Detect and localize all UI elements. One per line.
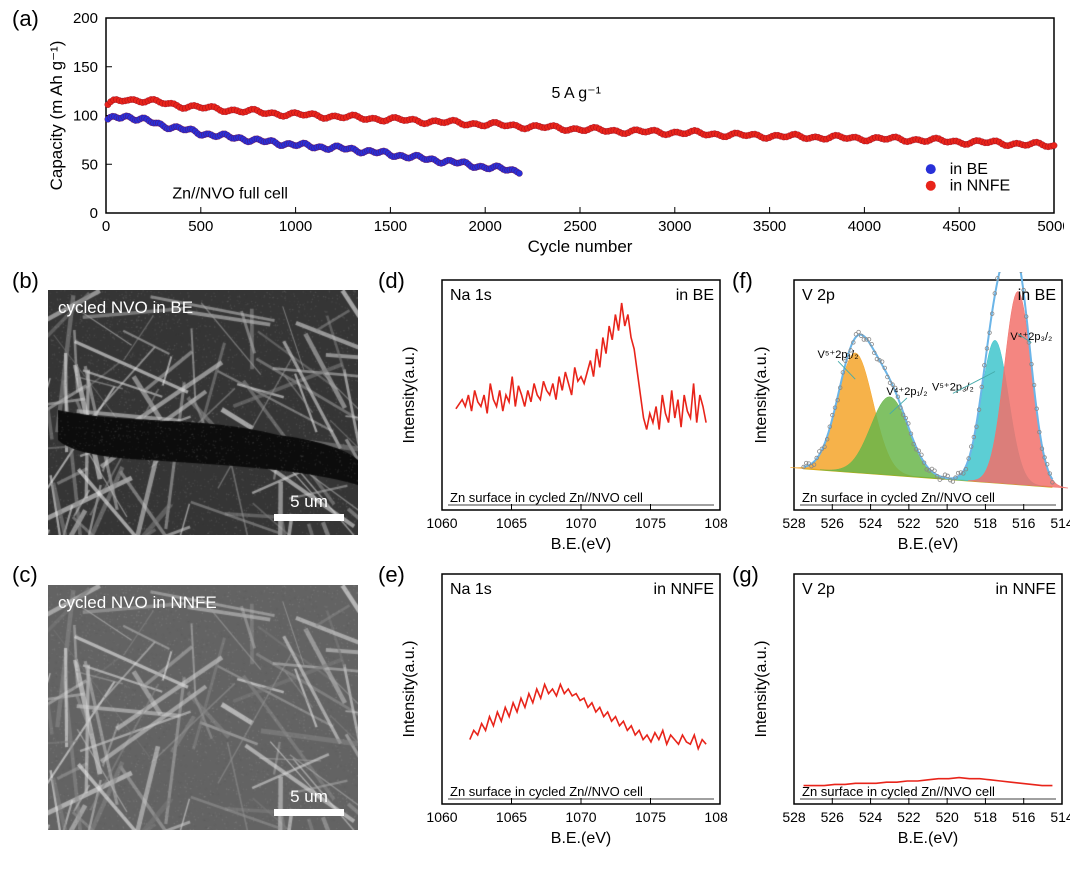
svg-text:518: 518 (974, 515, 998, 531)
svg-text:B.E.(eV): B.E.(eV) (898, 536, 958, 553)
scalebar-b: 5 um (274, 492, 344, 521)
svg-text:1080: 1080 (704, 809, 728, 825)
figure: (a) 050010001500200025003000350040004500… (0, 0, 1080, 887)
svg-text:5000: 5000 (1037, 218, 1064, 235)
scalebar-line-b (274, 514, 344, 521)
svg-text:in NNFE: in NNFE (654, 581, 714, 598)
panel-a: 0500100015002000250030003500400045005000… (46, 8, 1064, 258)
svg-text:516: 516 (1012, 515, 1036, 531)
svg-text:500: 500 (188, 218, 213, 235)
svg-text:Intensity(a.u.): Intensity(a.u.) (401, 347, 418, 444)
svg-text:in BE: in BE (1018, 287, 1056, 304)
svg-text:V 2p: V 2p (802, 287, 835, 304)
scalebar-text-b: 5 um (290, 492, 328, 512)
svg-text:Zn surface in cycled Zn//NVO: Zn surface in cycled Zn//NVO cell (450, 490, 643, 505)
scalebar-c: 5 um (274, 787, 344, 816)
label-a: (a) (12, 6, 39, 32)
label-f: (f) (732, 268, 753, 294)
svg-text:in BE: in BE (676, 287, 714, 304)
svg-text:5 A g⁻¹: 5 A g⁻¹ (552, 85, 601, 102)
svg-text:Intensity(a.u.): Intensity(a.u.) (753, 347, 770, 444)
svg-text:B.E.(eV): B.E.(eV) (898, 830, 958, 847)
svg-text:3500: 3500 (753, 218, 786, 235)
svg-text:Zn surface in cycled Zn//NVO: Zn surface in cycled Zn//NVO cell (802, 490, 995, 505)
svg-text:Zn surface in cycled Zn//NVO: Zn surface in cycled Zn//NVO cell (450, 784, 643, 799)
sem-image-b: cycled NVO in BE 5 um (48, 290, 358, 535)
svg-text:V⁵⁺2p₃/₂: V⁵⁺2p₃/₂ (932, 381, 974, 393)
panel-e: 1060 1065 1070 1075 1080 B.E.(eV) Intensity(a.… (400, 566, 728, 848)
label-c: (c) (12, 562, 38, 588)
svg-text:528: 528 (782, 809, 806, 825)
scalebar-text-c: 5 um (290, 787, 328, 807)
svg-text:518: 518 (974, 809, 998, 825)
svg-text:524: 524 (859, 809, 883, 825)
svg-text:4500: 4500 (943, 218, 976, 235)
svg-text:528: 528 (782, 515, 806, 531)
svg-text:1000: 1000 (279, 218, 312, 235)
svg-text:V⁴⁺2p₃/₂: V⁴⁺2p₃/₂ (1010, 331, 1052, 343)
svg-text:520: 520 (935, 809, 959, 825)
svg-text:V⁴⁺2p₁/₂: V⁴⁺2p₁/₂ (886, 386, 927, 398)
svg-text:150: 150 (73, 59, 98, 76)
xps-e: 1060 1065 1070 1075 1080 B.E.(eV) Intensity(a.… (400, 566, 728, 848)
svg-text:1075: 1075 (635, 809, 666, 825)
svg-text:522: 522 (897, 809, 921, 825)
svg-text:in NNFE: in NNFE (996, 581, 1056, 598)
panel-d: 1060 1065 1070 1075 1080 B.E.(eV) Intensity(a.… (400, 272, 728, 554)
svg-text:Intensity(a.u.): Intensity(a.u.) (753, 641, 770, 738)
xps-g: 514 516 518 520 522 524 526 528 B.E.(eV) Intensit… (752, 566, 1070, 848)
panel-f: 514 516 518 520 522 524 526 528 B.E.(eV) Intensit… (752, 272, 1070, 554)
svg-text:1060: 1060 (426, 515, 457, 531)
panel-g: 514 516 518 520 522 524 526 528 B.E.(eV) Intensit… (752, 566, 1070, 848)
svg-text:B.E.(eV): B.E.(eV) (551, 536, 611, 553)
panel-c: cycled NVO in NNFE 5 um (48, 585, 358, 830)
label-b: (b) (12, 268, 39, 294)
svg-text:514: 514 (1050, 809, 1070, 825)
svg-text:3000: 3000 (658, 218, 691, 235)
svg-text:100: 100 (73, 108, 98, 125)
svg-text:1070: 1070 (565, 515, 596, 531)
svg-text:0: 0 (90, 205, 98, 222)
svg-text:1080: 1080 (704, 515, 728, 531)
panel-b: cycled NVO in BE 5 um (48, 290, 358, 535)
svg-text:0: 0 (102, 218, 110, 235)
svg-text:Zn surface in cycled Zn//NVO: Zn surface in cycled Zn//NVO cell (802, 784, 995, 799)
svg-text:Na 1s: Na 1s (450, 287, 492, 304)
svg-text:526: 526 (821, 809, 845, 825)
svg-text:1500: 1500 (374, 218, 407, 235)
sem-image-c: cycled NVO in NNFE 5 um (48, 585, 358, 830)
svg-text:522: 522 (897, 515, 921, 531)
svg-text:Intensity(a.u.): Intensity(a.u.) (401, 641, 418, 738)
svg-text:1075: 1075 (635, 515, 666, 531)
chart-a: 0500100015002000250030003500400045005000… (46, 8, 1064, 258)
svg-text:V⁵⁺2p₁/₂: V⁵⁺2p₁/₂ (818, 349, 859, 361)
svg-text:524: 524 (859, 515, 883, 531)
svg-text:4000: 4000 (848, 218, 881, 235)
svg-text:526: 526 (821, 515, 845, 531)
xps-d: 1060 1065 1070 1075 1080 B.E.(eV) Intensity(a.… (400, 272, 728, 554)
svg-text:in BE: in BE (950, 161, 988, 178)
svg-text:520: 520 (935, 515, 959, 531)
sem-label-b: cycled NVO in BE (58, 298, 193, 318)
svg-text:514: 514 (1050, 515, 1070, 531)
svg-text:Zn//NVO full cell: Zn//NVO full cell (172, 185, 288, 202)
svg-text:1065: 1065 (496, 515, 527, 531)
scalebar-line-c (274, 809, 344, 816)
svg-text:Cycle number: Cycle number (528, 237, 633, 256)
svg-text:1065: 1065 (496, 809, 527, 825)
sem-label-c: cycled NVO in NNFE (58, 593, 217, 613)
svg-text:2000: 2000 (469, 218, 502, 235)
svg-text:B.E.(eV): B.E.(eV) (551, 830, 611, 847)
svg-text:2500: 2500 (563, 218, 596, 235)
svg-text:V 2p: V 2p (802, 581, 835, 598)
svg-text:in NNFE: in NNFE (950, 178, 1010, 195)
svg-text:50: 50 (81, 156, 98, 173)
svg-text:200: 200 (73, 10, 98, 27)
svg-text:Capacity (m Ah g⁻¹): Capacity (m Ah g⁻¹) (47, 41, 66, 191)
svg-text:516: 516 (1012, 809, 1036, 825)
svg-text:Na 1s: Na 1s (450, 581, 492, 598)
svg-text:1070: 1070 (565, 809, 596, 825)
xps-f: 514 516 518 520 522 524 526 528 B.E.(eV) Intensit… (752, 272, 1070, 554)
svg-text:1060: 1060 (426, 809, 457, 825)
